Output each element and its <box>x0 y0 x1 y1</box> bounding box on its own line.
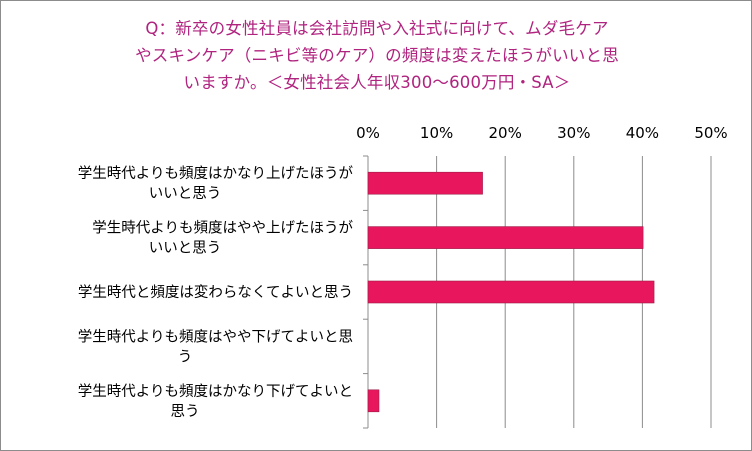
category-label: 学生時代よりも頻度はやや下げてよいと思 <box>78 328 353 345</box>
chart-title-line-1: Q：新卒の女性社員は会社訪問や入社式に向けて、ムダ毛ケア <box>145 19 609 38</box>
category-label: う <box>178 349 193 365</box>
category-label: 学生時代よりも頻度はかなり上げたほうが <box>78 165 354 182</box>
bar <box>367 226 644 249</box>
chart-title: Q：新卒の女性社員は会社訪問や入社式に向けて、ムダ毛ケア やスキンケア（ニキビ等… <box>21 15 733 96</box>
bar <box>367 171 483 195</box>
category-label: いいと思う <box>149 186 222 202</box>
x-tick-label: 0% <box>356 124 380 142</box>
x-tick-label: 20% <box>489 124 522 142</box>
category-label: いいと思う <box>149 241 222 257</box>
bars <box>367 171 655 413</box>
x-axis-ticks: 0% 10% 20% 30% 40% 50% <box>356 124 728 142</box>
x-tick-label: 50% <box>694 124 727 142</box>
chart-title-line-2: やスキンケア（ニキビ等のケア）の頻度は変えたほうがいいと思 <box>135 46 619 65</box>
bar <box>367 389 380 413</box>
category-label: 思う <box>171 404 200 420</box>
category-label: 学生時代と頻度は変わらなくてよいと思う <box>78 284 353 301</box>
category-label: 学生時代よりも頻度はかなり下げてよいと <box>78 383 353 400</box>
chart-title-line-3: いますか。＜女性社会人年収300～600万円・SA＞ <box>183 73 571 92</box>
bar <box>367 280 655 304</box>
x-tick-label: 30% <box>557 124 590 142</box>
x-tick-label: 40% <box>626 124 659 142</box>
category-label: 学生時代よりも頻度はやや上げたほうが <box>92 220 353 237</box>
x-tick-label: 10% <box>420 124 453 142</box>
category-labels: 学生時代よりも頻度はかなり上げたほうがいいと思う学生時代よりも頻度はやや上げたほ… <box>78 165 354 420</box>
